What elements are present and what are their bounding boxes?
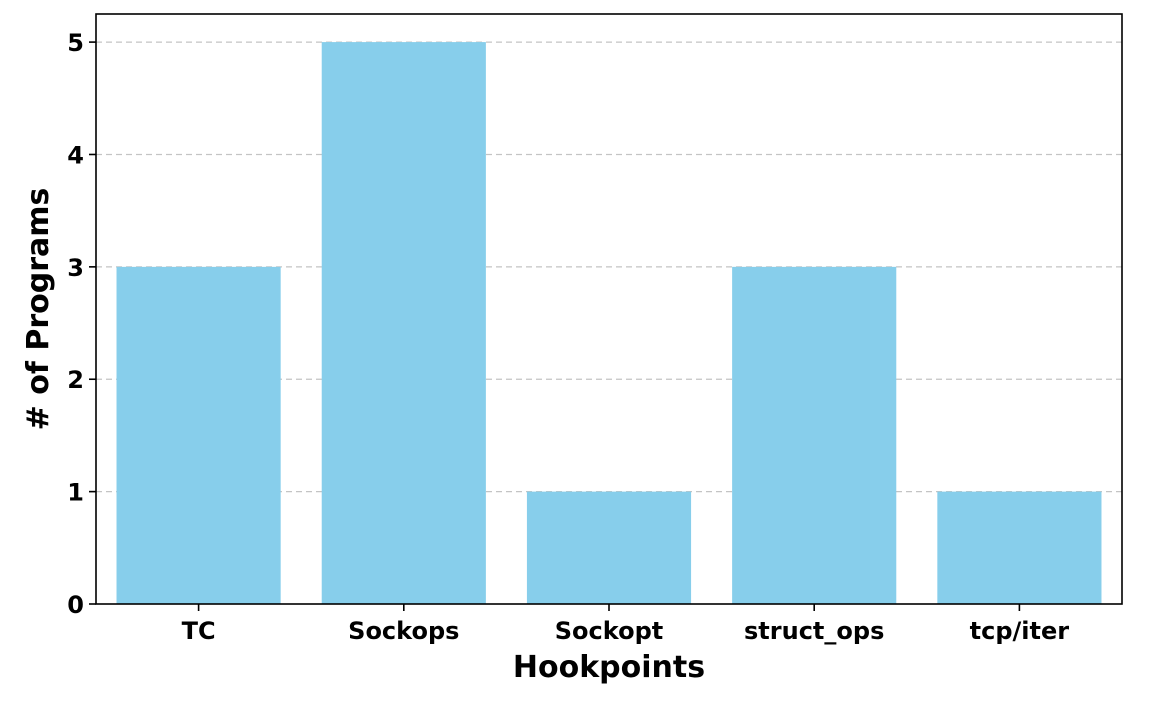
bar-tcp-iter — [937, 491, 1102, 604]
bars — [116, 42, 1102, 605]
x-axis-ticks: TC Sockops Sockopt struct_ops tcp/iter — [182, 604, 1070, 645]
x-tick-label: TC — [182, 617, 216, 645]
x-tick-label: tcp/iter — [970, 617, 1070, 645]
y-tick-label: 2 — [67, 366, 84, 394]
y-tick-label: 1 — [67, 479, 84, 507]
x-tick-label: Sockops — [348, 617, 459, 645]
bar-tc — [116, 266, 281, 604]
y-tick-label: 4 — [67, 141, 84, 169]
y-tick-label: 3 — [67, 254, 84, 282]
bar-sockopt — [526, 491, 692, 604]
x-tick-label: struct_ops — [744, 617, 884, 645]
y-axis-label: # of Programs — [21, 188, 56, 431]
x-tick-label: Sockopt — [555, 617, 663, 645]
bar-struct-ops — [732, 266, 897, 604]
y-axis-ticks: 0 1 2 3 4 5 — [67, 29, 96, 619]
bar-sockops — [321, 42, 486, 605]
y-tick-label: 0 — [67, 591, 84, 619]
x-axis-label: Hookpoints — [513, 650, 705, 685]
y-tick-label: 5 — [67, 29, 84, 57]
